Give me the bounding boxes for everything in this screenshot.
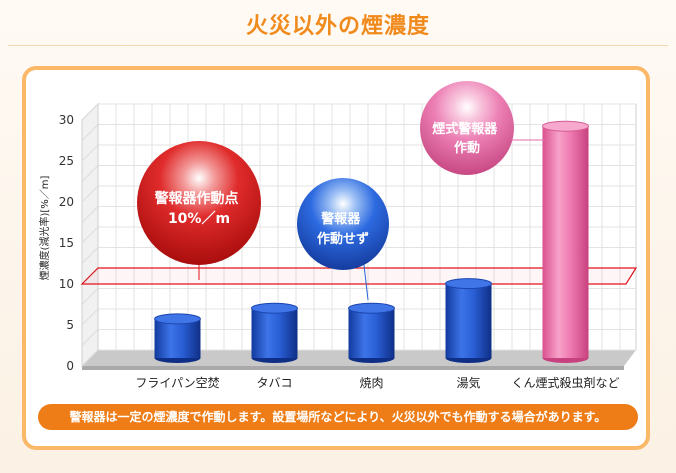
bar <box>348 302 395 363</box>
svg-text:警報器作動点 10%／m: 警報器作動点 10%／m <box>155 190 244 227</box>
y-tick-label: 30 <box>59 113 74 127</box>
side-grid-line <box>81 308 99 326</box>
y-tick-label: 25 <box>59 154 74 168</box>
x-tick-label: フライパン空焚 <box>135 376 219 390</box>
x-tick-label: くん煙式殺虫剤など <box>511 375 619 390</box>
x-tick-label: 湯気 <box>456 375 480 390</box>
svg-text:煙式警報器 作動: 煙式警報器 作動 <box>432 121 502 156</box>
callout-activation-line2: 作動 <box>454 140 480 156</box>
side-grid-line <box>81 165 99 182</box>
x-tick-label: 焼肉 <box>359 376 383 390</box>
side-grid-line <box>81 288 99 305</box>
title-divider <box>8 45 668 46</box>
threshold-line <box>80 267 638 285</box>
side-grid-line <box>81 103 99 121</box>
side-wall <box>81 102 99 368</box>
side-grid-line <box>81 206 99 223</box>
callout-no-activation-line2: 作動せず <box>317 231 369 247</box>
callout-activation: 煙式警報器 作動 <box>420 81 545 175</box>
y-axis-label: 煙濃度(減光率)[%／m] <box>38 175 51 280</box>
callout-no-activation: 警報器 作動せず <box>297 178 389 301</box>
callout-alarm-threshold-line1: 警報器作動点 <box>155 190 239 207</box>
x-axis: フライパン空焚 タバコ 焼肉 湯気 くん煙式殺虫剤など <box>135 375 619 390</box>
y-tick-label: 15 <box>59 236 74 250</box>
callout-activation-line1: 煙式警報器 <box>432 121 498 137</box>
bar <box>251 302 298 363</box>
side-grid-line <box>81 226 99 244</box>
threshold-plane <box>80 267 638 285</box>
callout-alarm-threshold-line2: 10%／m <box>168 211 230 227</box>
side-grid-line <box>81 124 99 141</box>
svg-text:警報器 作動せず: 警報器 作動せず <box>317 211 369 247</box>
bars <box>154 120 589 363</box>
red-bubble <box>137 141 261 265</box>
side-grid-line <box>81 185 99 203</box>
side-grid-line <box>81 144 99 162</box>
bar <box>445 278 492 363</box>
y-tick-label: 20 <box>59 195 74 209</box>
side-grid-line <box>81 329 99 346</box>
chart-floor-edge <box>82 366 624 370</box>
y-tick-label: 5 <box>66 318 74 332</box>
y-tick-label: 0 <box>66 359 74 373</box>
side-grid-line <box>81 247 99 264</box>
callout-alarm-threshold: 警報器作動点 10%／m <box>137 141 261 280</box>
footnote-banner: 警報器は一定の煙濃度で作動します。設置場所などにより、火災以外でも作動する場合が… <box>38 404 638 430</box>
y-axis: 0 5 10 15 20 25 30 <box>59 113 74 373</box>
bar <box>542 120 589 363</box>
side-grid-line <box>81 349 99 367</box>
y-tick-label: 10 <box>59 277 74 291</box>
callout-no-activation-line1: 警報器 <box>321 211 361 227</box>
page-title: 火災以外の煙濃度 <box>245 14 430 39</box>
blue-bubble <box>297 178 389 270</box>
bar <box>154 313 201 363</box>
pink-bubble <box>420 81 514 175</box>
x-tick-label: タバコ <box>256 376 292 390</box>
